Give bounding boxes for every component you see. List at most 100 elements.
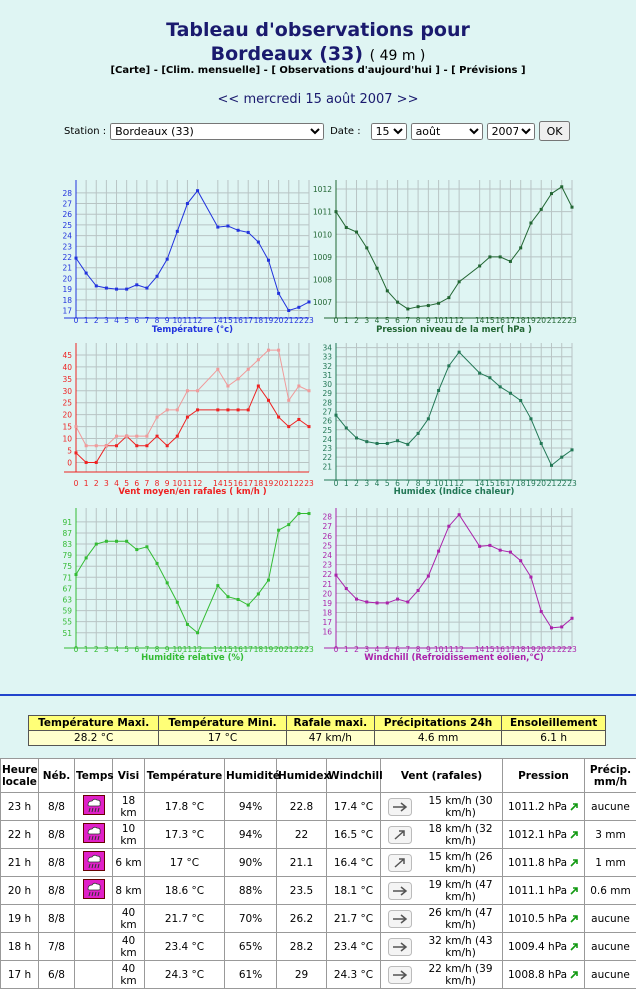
x-tick-label: 9 xyxy=(165,316,170,325)
wind-arrow xyxy=(388,798,412,816)
windchill: 17.4 °C xyxy=(327,793,381,821)
data-point xyxy=(386,442,389,445)
data-point xyxy=(540,610,543,613)
wind-text: 18 km/h (32 km/h) xyxy=(420,823,501,847)
pressure-text: 1011.1 hPa xyxy=(508,885,567,897)
x-tick-label: 3 xyxy=(104,645,109,654)
y-tick-label: 19 xyxy=(322,599,332,608)
data-point xyxy=(115,540,118,543)
y-tick-label: 22 xyxy=(62,253,72,262)
data-point xyxy=(529,417,532,420)
temperature: 23.4 °C xyxy=(145,933,225,961)
data-point xyxy=(540,208,543,211)
visibility: 6 km xyxy=(113,849,145,877)
y-tick-label: 67 xyxy=(62,584,72,593)
data-point xyxy=(519,559,522,562)
data-point xyxy=(186,416,189,419)
x-tick-label: 21 xyxy=(547,645,557,654)
y-tick-label: 1010 xyxy=(313,230,332,239)
x-tick-label: 12 xyxy=(454,316,464,325)
humidex: 29 xyxy=(277,961,327,989)
y-tick-label: 87 xyxy=(62,529,72,538)
y-tick-label: 1008 xyxy=(313,276,332,285)
data-point xyxy=(257,592,260,595)
temperature: 18.6 °C xyxy=(145,877,225,905)
x-tick-label: 23 xyxy=(304,645,314,654)
data-point xyxy=(257,385,260,388)
data-point xyxy=(247,604,250,607)
data-point xyxy=(95,284,98,287)
nebulosity: 7/8 xyxy=(39,933,75,961)
y-tick-label: 19 xyxy=(62,285,72,294)
x-tick-label: 20 xyxy=(274,316,284,325)
data-point xyxy=(458,513,461,516)
y-tick-label: 26 xyxy=(322,417,332,426)
data-point xyxy=(406,443,409,446)
pressure: 1011.8 hPa xyxy=(503,849,585,877)
humidity: 65% xyxy=(225,933,277,961)
y-tick-label: 28 xyxy=(62,189,72,198)
y-tick-label: 22 xyxy=(322,570,332,579)
y-tick-label: 83 xyxy=(62,540,72,549)
data-point xyxy=(85,556,88,559)
data-point xyxy=(237,408,240,411)
data-point xyxy=(478,372,481,375)
windchill: 16.5 °C xyxy=(327,821,381,849)
humidity: 61% xyxy=(225,961,277,989)
x-tick-label: 18 xyxy=(254,645,264,654)
x-tick-label: 5 xyxy=(124,316,129,325)
data-point xyxy=(571,206,574,209)
y-tick-label: 75 xyxy=(62,562,72,571)
humidity: 88% xyxy=(225,877,277,905)
wind-arrow xyxy=(388,966,412,984)
data-point xyxy=(376,442,379,445)
x-tick-label: 23 xyxy=(304,479,314,488)
humidity: 90% xyxy=(225,849,277,877)
data-point xyxy=(166,444,169,447)
precipitation: 1 mm xyxy=(585,849,636,877)
data-point xyxy=(447,296,450,299)
data-point xyxy=(365,600,368,603)
wind: 19 km/h (47 km/h) xyxy=(381,877,503,905)
y-tick-label: 40 xyxy=(62,363,72,372)
hour: 21 h xyxy=(1,849,39,877)
humidex: 21.1 xyxy=(277,849,327,877)
data-point xyxy=(427,304,430,307)
pressure: 1008.8 hPa xyxy=(503,961,585,989)
data-point xyxy=(365,246,368,249)
x-axis-title: Windchill (Refroidissement éolien,°C) xyxy=(364,652,544,663)
data-point xyxy=(396,301,399,304)
x-tick-label: 22 xyxy=(294,645,304,654)
y-tick-label: 1011 xyxy=(313,208,332,217)
y-tick-label: 18 xyxy=(62,296,72,305)
temperature: 21.7 °C xyxy=(145,905,225,933)
weather-icon xyxy=(83,851,105,871)
x-tick-label: 7 xyxy=(405,316,410,325)
y-tick-label: 20 xyxy=(62,274,72,283)
data-point xyxy=(226,595,229,598)
y-tick-label: 29 xyxy=(322,389,332,398)
y-tick-label: 1009 xyxy=(313,253,332,262)
data-point xyxy=(335,574,338,577)
hour: 19 h xyxy=(1,905,39,933)
x-tick-label: 16 xyxy=(233,316,243,325)
x-tick-label: 18 xyxy=(516,316,526,325)
x-tick-label: 12 xyxy=(193,316,203,325)
y-tick-label: 1007 xyxy=(313,298,332,307)
y-tick-label: 21 xyxy=(322,462,332,471)
summary-table: Température Maxi.Température Mini.Rafale… xyxy=(28,715,606,746)
data-point xyxy=(85,444,88,447)
y-tick-label: 25 xyxy=(62,221,72,230)
humidity: 70% xyxy=(225,905,277,933)
wind: 32 km/h (43 km/h) xyxy=(381,933,503,961)
x-tick-label: 6 xyxy=(134,645,139,654)
data-point xyxy=(335,210,338,213)
x-tick-label: 1 xyxy=(84,316,89,325)
x-tick-label: 10 xyxy=(173,316,183,325)
data-point xyxy=(376,267,379,270)
wind-arrow xyxy=(388,938,412,956)
humidity: 94% xyxy=(225,821,277,849)
summary-value: 4.6 mm xyxy=(374,731,501,746)
x-tick-label: 23 xyxy=(304,316,314,325)
